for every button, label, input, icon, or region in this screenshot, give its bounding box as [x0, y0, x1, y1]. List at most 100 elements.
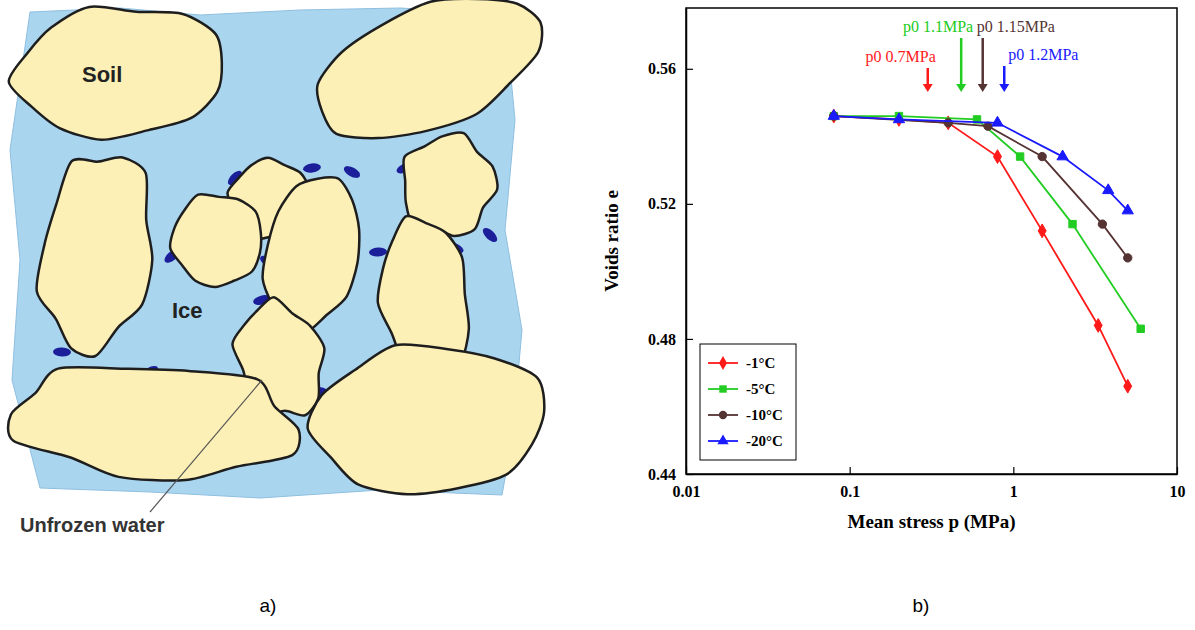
ice-label: Ice [172, 298, 203, 323]
series-marker [1098, 220, 1106, 228]
y-axis: 0.44 0.48 0.52 0.56 [648, 9, 693, 483]
legend-entry: -5°C [708, 381, 775, 397]
tick-mark [686, 69, 693, 70]
legend-box [700, 344, 796, 460]
legend-entry: -1°C [708, 355, 775, 371]
series-marker [1122, 204, 1133, 214]
tick-mark [850, 467, 851, 474]
series-line [834, 116, 1141, 329]
arrow-shaft [1003, 66, 1006, 86]
tick-mark [686, 474, 693, 475]
arrow-shaft [981, 38, 984, 86]
annotation-arrow [978, 38, 988, 92]
arrow-head [956, 84, 966, 92]
tick: 1 [1010, 467, 1018, 500]
series-marker [1124, 254, 1132, 262]
annotation-label: p0 1.2MPa [1008, 46, 1078, 64]
tick-label: 1 [1010, 483, 1018, 500]
panel-letter: a) [260, 595, 277, 616]
series-marker [993, 150, 1001, 164]
soil-particle [317, 0, 542, 138]
tick-mark [1013, 467, 1014, 474]
plot-area [828, 109, 1144, 393]
panel-letter: b) [913, 595, 930, 616]
unfrozen-water-spot [53, 347, 71, 357]
annotation-arrow [956, 38, 966, 92]
figure: SoilIceUnfrozen water0.010.11100.440.480… [0, 0, 1195, 630]
soil-particle [170, 194, 261, 287]
annotation-arrow [999, 66, 1009, 92]
chart-panel: 0.01 0.1 1 10 0.44 0.48 0.52 0.56 Mean stress p … [601, 8, 1186, 533]
soil-particle [37, 157, 153, 357]
legend-marker [719, 385, 726, 392]
series-marker [1057, 150, 1068, 160]
series-marker [893, 113, 904, 123]
soil-particle [308, 344, 545, 494]
legend: -1°C -5°C -10°C -20°C [700, 344, 796, 460]
series-line [834, 116, 1128, 211]
legend-label: -10°C [746, 407, 783, 423]
annotation-arrow [923, 68, 933, 92]
axis-line [687, 474, 1178, 476]
series-marker [944, 119, 952, 127]
arrow-head [923, 84, 933, 92]
legend-marker [717, 434, 728, 444]
arrow-head [978, 84, 988, 92]
unfrozen-water-spot [480, 226, 499, 245]
legend-entry: -20°C [708, 433, 783, 449]
tick: 0.52 [648, 195, 693, 212]
annotation-label: p0 0.7MPa [866, 48, 936, 66]
tick: 0.48 [648, 331, 693, 348]
tick-mark [1177, 467, 1178, 474]
tick-label: 0.52 [648, 195, 676, 212]
series-marker [1069, 220, 1076, 227]
tick-label: 0.56 [648, 60, 676, 77]
x-axis-title: Mean stress p (MPa) [848, 511, 1016, 533]
series-line [834, 116, 1128, 258]
tick-label: 0.44 [648, 466, 676, 483]
unfrozen-water-spot [302, 162, 321, 173]
legend-label: -20°C [746, 433, 783, 449]
arrow-head [999, 84, 1009, 92]
series-marker [1124, 379, 1132, 393]
arrow-shaft [960, 38, 963, 86]
axis-line [686, 9, 688, 475]
tick-label: 10 [1170, 483, 1186, 500]
diagram-panel: Soil Ice Unfrozen water [8, 0, 544, 536]
legend-marker [719, 411, 727, 419]
unfrozen-water-label: Unfrozen water [20, 514, 165, 536]
series-marker [1038, 152, 1046, 160]
leader-line [150, 380, 262, 512]
series-line [834, 116, 1128, 386]
unfrozen-water-spot [369, 247, 387, 257]
series-marker [1103, 184, 1114, 194]
unfrozen-water-spot [342, 164, 362, 181]
soil-particle [9, 6, 222, 139]
series-marker [828, 110, 839, 120]
y-axis-title: Voids ratio e [601, 190, 622, 292]
tick: 0.56 [648, 60, 693, 77]
legend-entry: -10°C [708, 407, 783, 423]
legend-label: -5°C [746, 381, 775, 397]
tick-mark [686, 204, 693, 205]
series-marker [1137, 325, 1144, 332]
soil-particle [8, 367, 300, 480]
annotation-label: p0 1.15MPa [977, 18, 1055, 36]
tick-mark [686, 339, 693, 340]
tick-label: 0.48 [648, 331, 676, 348]
plot-frame [686, 8, 1177, 474]
tick: 10 [1170, 467, 1186, 500]
legend-marker [719, 356, 727, 370]
series-marker [1094, 319, 1102, 333]
x-axis: 0.01 0.1 1 10 [673, 467, 1186, 500]
series-marker [1016, 153, 1023, 160]
tick-label: 0.1 [840, 483, 860, 500]
series-marker [1038, 224, 1046, 238]
legend-label: -1°C [746, 355, 775, 371]
arrow-shaft [927, 68, 930, 86]
tick-label: 0.01 [673, 483, 701, 500]
soil-label: Soil [82, 62, 122, 87]
annotation-label: p0 1.1MPa [903, 18, 973, 36]
series-marker [992, 116, 1003, 126]
tick: 0.44 [648, 466, 693, 483]
